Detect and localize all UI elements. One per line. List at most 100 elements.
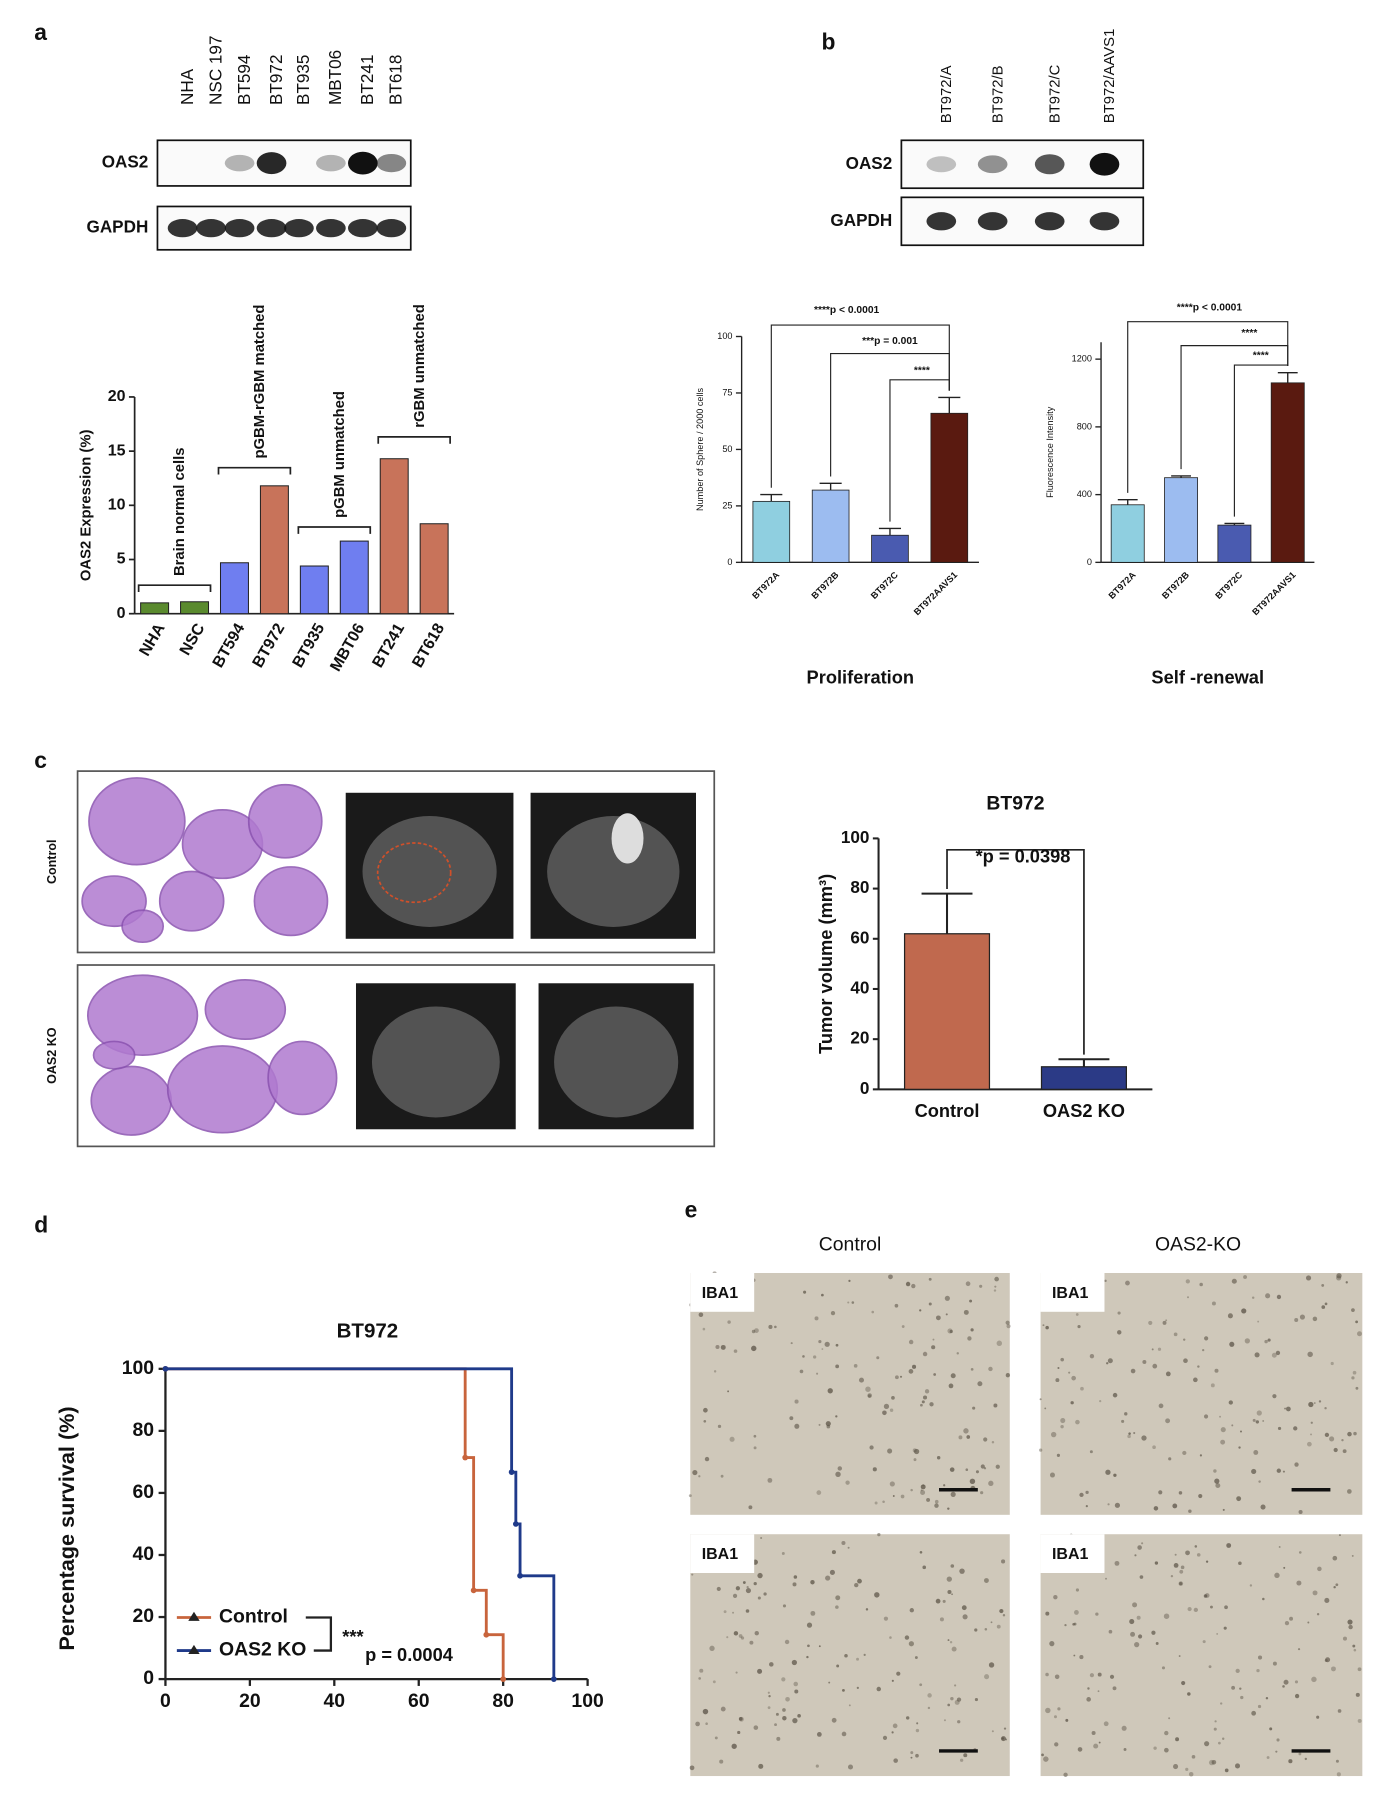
ihc-cell — [996, 1340, 1003, 1347]
ihc-cell — [911, 1283, 916, 1289]
ihc-cell — [947, 1639, 950, 1642]
group-bracket — [377, 436, 451, 444]
significance-bracket — [770, 324, 950, 488]
ihc-cell — [1241, 1308, 1247, 1314]
ihc-cell — [856, 1686, 859, 1689]
ihc-cell — [1227, 1313, 1233, 1319]
x-tick-label: NHA — [137, 620, 169, 659]
ihc-cell — [717, 1424, 722, 1429]
ihc-cell — [1313, 1402, 1316, 1404]
ihc-cell — [797, 1714, 801, 1718]
ihc-cell — [874, 1592, 880, 1598]
ihc-cell — [715, 1344, 720, 1350]
ihc-cell — [934, 1499, 939, 1504]
ihc-cell — [1199, 1282, 1203, 1287]
ihc-cell — [699, 1668, 704, 1673]
ihc-cell — [1305, 1275, 1312, 1281]
y-axis-label: Percentage survival (%) — [54, 1406, 79, 1650]
ihc-cell — [1162, 1320, 1167, 1325]
ihc-cell — [1158, 1490, 1163, 1495]
ihc-cell — [1255, 1420, 1260, 1424]
ihc-cell — [1085, 1505, 1088, 1508]
ihc-cell — [963, 1753, 968, 1758]
ihc-cell — [1335, 1583, 1339, 1587]
ihc-cell — [947, 1703, 951, 1707]
ihc-cell — [821, 1348, 824, 1350]
ihc-cell — [1332, 1555, 1338, 1561]
ihc-cell — [1153, 1506, 1159, 1511]
ihc-cell — [1068, 1371, 1071, 1374]
ihc-cell — [1274, 1572, 1280, 1579]
ihc-cell — [1238, 1446, 1241, 1449]
histology-section — [90, 1065, 173, 1136]
significance-bracket — [830, 353, 950, 477]
ihc-cell — [1079, 1492, 1084, 1498]
ihc-cell — [1355, 1386, 1359, 1390]
ihc-cell — [1161, 1666, 1166, 1670]
ihc-cell — [915, 1753, 919, 1758]
ihc-cell — [962, 1614, 968, 1620]
ihc-cell — [1179, 1569, 1184, 1574]
ihc-cell — [789, 1416, 794, 1421]
ihc-cell — [882, 1410, 887, 1416]
ihc-cell — [767, 1691, 770, 1694]
ihc-cell — [1276, 1468, 1282, 1473]
bar — [1040, 1066, 1127, 1090]
blot-band — [376, 219, 407, 238]
ihc-cell — [1347, 1619, 1353, 1625]
ihc-cell — [950, 1696, 954, 1701]
ihc-cell — [1213, 1469, 1217, 1473]
y-tick-label: 100 — [841, 828, 870, 847]
ihc-cell — [816, 1372, 819, 1375]
ihc-cell — [1188, 1509, 1192, 1513]
ihc-cell — [1335, 1759, 1339, 1763]
ihc-cell — [1128, 1432, 1131, 1435]
ihc-cell — [1239, 1687, 1242, 1690]
x-tick-label: BT972AAVS1 — [912, 570, 959, 617]
ihc-cell — [698, 1312, 704, 1318]
significance-label: ***p = 0.001 — [862, 336, 918, 347]
ihc-cell — [1353, 1648, 1357, 1652]
x-tick-label: 40 — [324, 1690, 346, 1712]
ihc-cell — [996, 1624, 1001, 1629]
x-tick-label: BT935 — [290, 621, 329, 671]
ihc-cell — [851, 1301, 855, 1304]
ihc-cell — [1074, 1610, 1079, 1615]
ihc-cell — [988, 1366, 993, 1372]
ihc-cell — [1231, 1685, 1236, 1690]
ihc-cell — [727, 1390, 730, 1393]
ihc-cell — [1226, 1543, 1232, 1548]
ihc-cell — [1136, 1615, 1141, 1620]
ihc-cell — [1077, 1325, 1081, 1329]
ihc-cell — [782, 1708, 786, 1712]
y-tick-label: 400 — [1077, 489, 1092, 499]
survival-point — [512, 1521, 519, 1527]
ihc-cell — [920, 1403, 923, 1407]
ihc-cell — [1307, 1441, 1312, 1447]
ihc-cell — [1352, 1644, 1356, 1648]
ihc-cell — [865, 1386, 871, 1392]
ihc-cell — [1132, 1602, 1138, 1608]
panel-label: d — [34, 1211, 48, 1237]
ihc-cell — [936, 1456, 941, 1460]
bar — [140, 602, 170, 615]
y-tick-label: 0 — [727, 557, 732, 567]
y-tick-label: 25 — [722, 500, 732, 510]
ihc-cell — [1231, 1278, 1237, 1284]
ihc-cell — [1333, 1447, 1338, 1453]
ihc-cell — [815, 1764, 819, 1768]
ihc-cell — [1347, 1431, 1352, 1437]
ihc-cell — [988, 1480, 994, 1486]
ihc-cell — [1289, 1616, 1294, 1621]
ihc-cell — [934, 1503, 939, 1508]
ihc-cell — [1087, 1687, 1090, 1690]
ihc-cell — [927, 1706, 931, 1710]
ihc-cell — [1329, 1436, 1335, 1442]
ihc-cell — [876, 1356, 880, 1360]
ihc-cell — [916, 1722, 919, 1725]
ihc-cell — [1293, 1426, 1298, 1431]
ihc-cell — [704, 1456, 710, 1462]
ihc-cell — [1199, 1454, 1203, 1457]
y-axis-label: OAS2 Expression (%) — [79, 429, 95, 581]
